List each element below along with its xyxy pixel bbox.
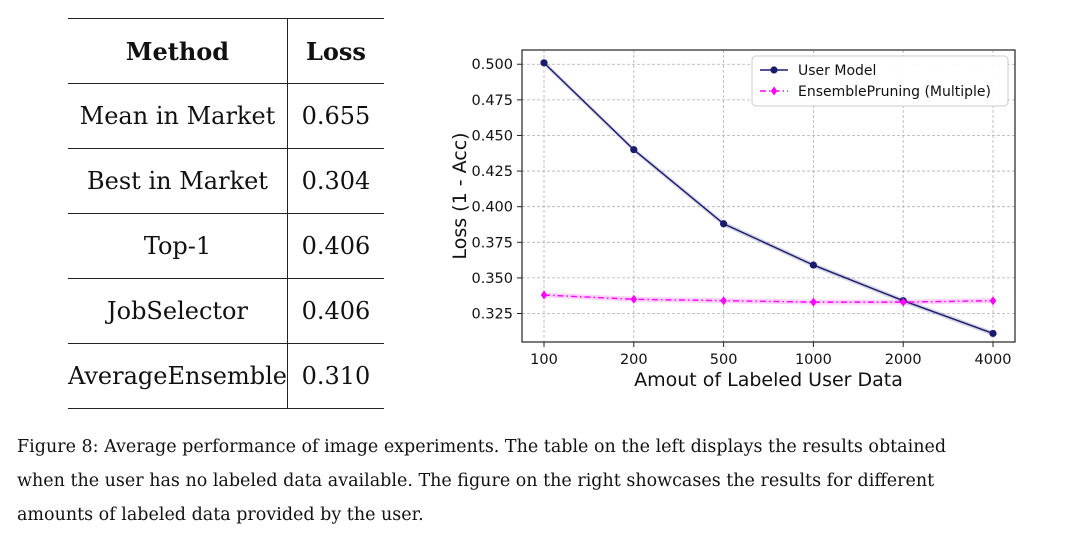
method-cell: Mean in Market	[68, 83, 288, 149]
y-tick-label: 0.325	[471, 307, 513, 323]
table-row: Top-1 0.406	[68, 213, 384, 279]
y-tick-label: 0.350	[471, 271, 513, 287]
series-line	[543, 294, 994, 303]
table-header-row: Method Loss	[68, 18, 384, 84]
series-1	[540, 290, 997, 307]
caption-line-3: amounts of labeled data provided by the …	[17, 505, 424, 525]
x-tick-label: 500	[710, 352, 738, 368]
y-tick-label: 0.475	[471, 93, 513, 109]
legend: User Model EnsemblePruning (Multiple)	[751, 55, 1009, 107]
method-cell: JobSelector	[68, 278, 288, 344]
table-row: JobSelector 0.406	[68, 278, 384, 344]
data-point	[630, 146, 638, 154]
caption-line-1: Figure 8: Average performance of image e…	[17, 437, 947, 457]
y-tick-label: 0.500	[471, 57, 513, 73]
header-loss: Loss	[287, 18, 384, 84]
method-cell: Top-1	[68, 213, 288, 279]
data-point	[540, 59, 548, 67]
loss-cell: 0.310	[287, 343, 384, 409]
data-point	[540, 290, 548, 300]
x-tick-label: 4000	[975, 352, 1012, 368]
figure-caption: Figure 8: Average performance of image e…	[17, 430, 1067, 532]
method-cell: AverageEnsemble	[68, 343, 288, 409]
method-cell: Best in Market	[68, 148, 288, 214]
y-tick-label: 0.450	[471, 128, 513, 144]
data-point	[809, 261, 817, 269]
legend-marker	[770, 66, 778, 74]
loss-cell: 0.406	[287, 213, 384, 279]
caption-line-2: when the user has no labeled data availa…	[17, 471, 935, 491]
legend-label: User Model	[798, 63, 876, 79]
data-point	[989, 296, 997, 306]
y-tick-label: 0.400	[471, 200, 513, 216]
series-band	[544, 292, 993, 305]
table-row: AverageEnsemble 0.310	[68, 343, 384, 409]
series-layer	[540, 59, 997, 338]
loss-line-chart: 0.325 0.350 0.375 0.400 0.425 0.450 0.475 0.500…	[449, 49, 1016, 390]
y-tick-label: 0.425	[471, 164, 513, 180]
x-tick-label: 200	[620, 352, 648, 368]
axes: 0.325 0.350 0.375 0.400 0.425 0.450 0.475 0.500…	[471, 57, 1011, 368]
data-point	[989, 329, 997, 338]
legend-box	[751, 55, 1009, 107]
loss-cell: 0.406	[287, 278, 384, 344]
data-point	[810, 297, 817, 307]
series-0	[540, 59, 997, 338]
grid	[522, 50, 1015, 342]
table-row: Mean in Market 0.655	[68, 83, 384, 149]
results-table: Method Loss Mean in Market 0.655 Best in…	[68, 18, 384, 409]
data-point	[720, 296, 727, 306]
x-tick-label: 100	[530, 352, 558, 368]
x-axis-label: Amout of Labeled User Data	[634, 369, 903, 390]
data-point	[630, 294, 637, 304]
y-tick-label: 0.375	[471, 235, 513, 251]
loss-cell: 0.655	[287, 83, 384, 149]
legend-marker	[770, 86, 778, 96]
y-axis-label: Loss (1 - Acc)	[449, 132, 471, 259]
header-method: Method	[68, 18, 288, 84]
table-row: Best in Market 0.304	[68, 148, 384, 214]
x-tick-label: 2000	[885, 352, 922, 368]
x-tick-label: 1000	[795, 352, 832, 368]
data-point	[720, 220, 728, 228]
plot-frame	[521, 49, 1016, 343]
legend-label: EnsemblePruning (Multiple)	[798, 84, 991, 100]
series-line	[543, 62, 994, 335]
loss-cell: 0.304	[287, 148, 384, 214]
